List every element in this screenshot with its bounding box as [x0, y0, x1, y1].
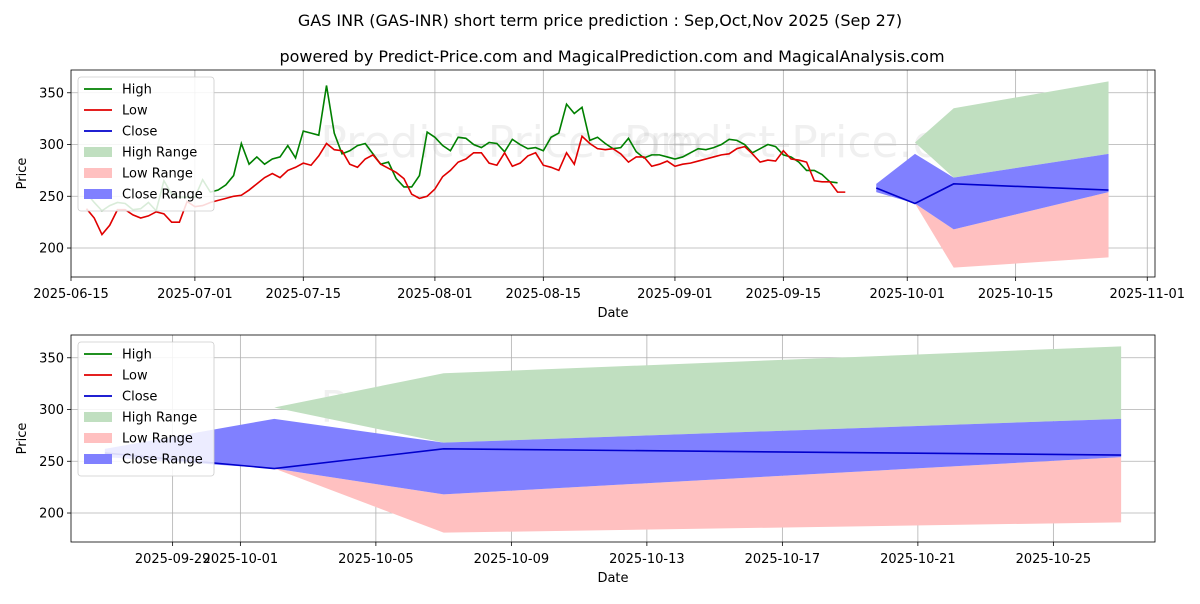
legend-label: Low — [122, 104, 148, 119]
x-tick-label: 2025-10-13 — [609, 552, 685, 567]
x-tick-label: 2025-09-01 — [637, 287, 713, 302]
x-tick-label: 2025-09-15 — [746, 287, 822, 302]
top-panel: Predict-Price.comPredict-Price.com2025-0… — [15, 69, 1185, 321]
y-tick-label: 250 — [39, 190, 64, 205]
legend-label: Low Range — [122, 167, 193, 182]
y-tick-label: 300 — [39, 138, 64, 153]
legend-label: High — [122, 83, 152, 98]
legend-swatch-high-range — [84, 147, 112, 157]
x-tick-label: 2025-06-15 — [33, 287, 109, 302]
plot-area — [71, 70, 1155, 277]
legend-label: Close Range — [122, 453, 203, 468]
legend-label: Close — [122, 390, 157, 405]
x-tick-label: 2025-07-15 — [266, 287, 342, 302]
x-tick-label: 2025-10-15 — [978, 287, 1054, 302]
legend-swatch-close-range — [84, 189, 112, 199]
y-tick-label: 200 — [39, 242, 64, 257]
x-tick-label: 2025-08-01 — [397, 287, 473, 302]
legend-label: High Range — [122, 146, 197, 161]
legend-swatch-close-range — [84, 454, 112, 464]
y-tick-label: 350 — [39, 351, 64, 366]
y-tick-label: 350 — [39, 86, 64, 101]
y-tick-label: 200 — [39, 507, 64, 522]
x-tick-label: 2025-10-01 — [203, 552, 279, 567]
x-tick-label: 2025-10-21 — [880, 552, 956, 567]
x-tick-label: 2025-10-05 — [338, 552, 414, 567]
x-tick-label: 2025-09-29 — [135, 552, 211, 567]
watermark-text: Predict-Price.com — [320, 117, 703, 168]
chart-title: GAS INR (GAS-INR) short term price predi… — [298, 11, 902, 30]
legend: High Low Close High Range Low Range Close Ran… — [77, 341, 215, 477]
legend-swatch-low-range — [84, 168, 112, 178]
y-axis-label: Price — [15, 158, 30, 190]
x-axis-label: Date — [597, 306, 628, 321]
legend-label: Low — [122, 369, 148, 384]
bottom-panel: Predict-Price.comPredict-Price.com2025-0… — [15, 334, 1156, 586]
x-tick-label: 2025-10-25 — [1016, 552, 1092, 567]
legend-swatch-low-range — [84, 433, 112, 443]
legend-label: Close Range — [122, 188, 203, 203]
y-axis-label: Price — [15, 423, 30, 455]
axes-frame — [70, 334, 1156, 543]
x-tick-label: 2025-08-15 — [506, 287, 582, 302]
legend-label: Low Range — [122, 432, 193, 447]
x-tick-label: 2025-10-01 — [869, 287, 945, 302]
axes-frame — [70, 69, 1156, 278]
x-axis-label: Date — [597, 571, 628, 586]
low-range-band — [876, 192, 1109, 268]
y-tick-label: 300 — [39, 403, 64, 418]
legend: High Low Close High Range Low Range Close Ran… — [77, 76, 215, 212]
legend-label: Close — [122, 125, 157, 140]
y-tick-label: 250 — [39, 455, 64, 470]
x-tick-label: 2025-10-17 — [745, 552, 821, 567]
plot-area — [71, 335, 1155, 542]
high-range-band — [104, 346, 1122, 449]
x-tick-label: 2025-11-01 — [1109, 287, 1185, 302]
legend-label: High Range — [122, 411, 197, 426]
x-tick-label: 2025-07-01 — [157, 287, 233, 302]
close-forecast-line — [875, 183, 1109, 205]
close-range-band — [104, 418, 1122, 495]
high-range-band — [876, 81, 1109, 184]
x-tick-label: 2025-10-09 — [474, 552, 550, 567]
chart-subtitle: powered by Predict-Price.com and Magical… — [279, 47, 944, 66]
legend-swatch-high-range — [84, 412, 112, 422]
low-range-band — [104, 457, 1122, 533]
legend-label: High — [122, 348, 152, 363]
close-range-band — [876, 153, 1109, 230]
